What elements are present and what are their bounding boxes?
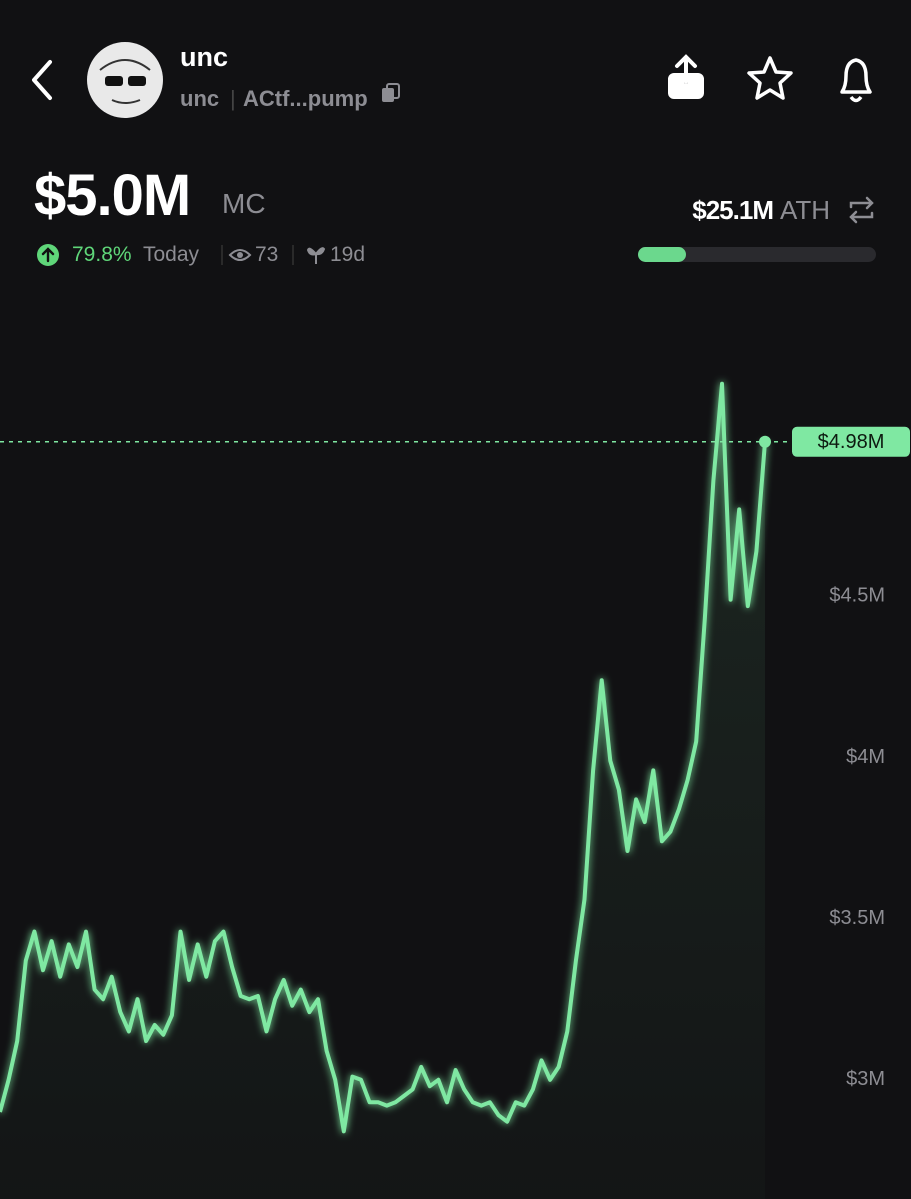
price-line xyxy=(0,381,767,1134)
views: 73 xyxy=(255,243,279,266)
price-chart: $3M $3.5M $4M $4.5M $4.98M xyxy=(0,381,910,1199)
token-name: unc xyxy=(180,42,229,72)
token-ticker: unc xyxy=(180,86,220,111)
ath-progress-fill xyxy=(638,247,686,262)
views-icon xyxy=(228,249,252,261)
favorite-button[interactable] xyxy=(747,56,793,100)
separator: | xyxy=(230,86,236,111)
y-tick-label: $4.5M xyxy=(829,585,885,607)
header-icons xyxy=(32,42,876,266)
ath-value: $25.1M xyxy=(692,195,774,225)
current-price-label: $4.98M xyxy=(818,431,885,453)
y-tick-label: $3M xyxy=(846,1068,885,1090)
back-button[interactable] xyxy=(32,60,52,100)
avatar xyxy=(87,42,163,118)
current-price-dot xyxy=(759,435,771,448)
current-price-badge xyxy=(792,426,910,457)
line-area xyxy=(0,383,765,1199)
y-tick-label: $3.5M xyxy=(829,907,885,929)
market-cap: $5.0M xyxy=(34,163,191,228)
age-icon xyxy=(306,247,326,264)
copy-icon[interactable] xyxy=(382,83,400,102)
share-button[interactable] xyxy=(668,54,704,99)
change-period: Today xyxy=(143,243,200,266)
notification-button[interactable] xyxy=(840,58,872,103)
age: 19d xyxy=(330,243,366,266)
ath-progress-track xyxy=(638,247,876,262)
swap-button[interactable] xyxy=(849,196,874,224)
ath-label: ATH xyxy=(780,195,831,225)
market-cap-label: MC xyxy=(222,188,266,219)
y-tick-label: $4M xyxy=(846,746,885,768)
token-address[interactable]: ACtf...pump xyxy=(243,86,368,111)
change-percent: 79.8% xyxy=(72,243,132,266)
